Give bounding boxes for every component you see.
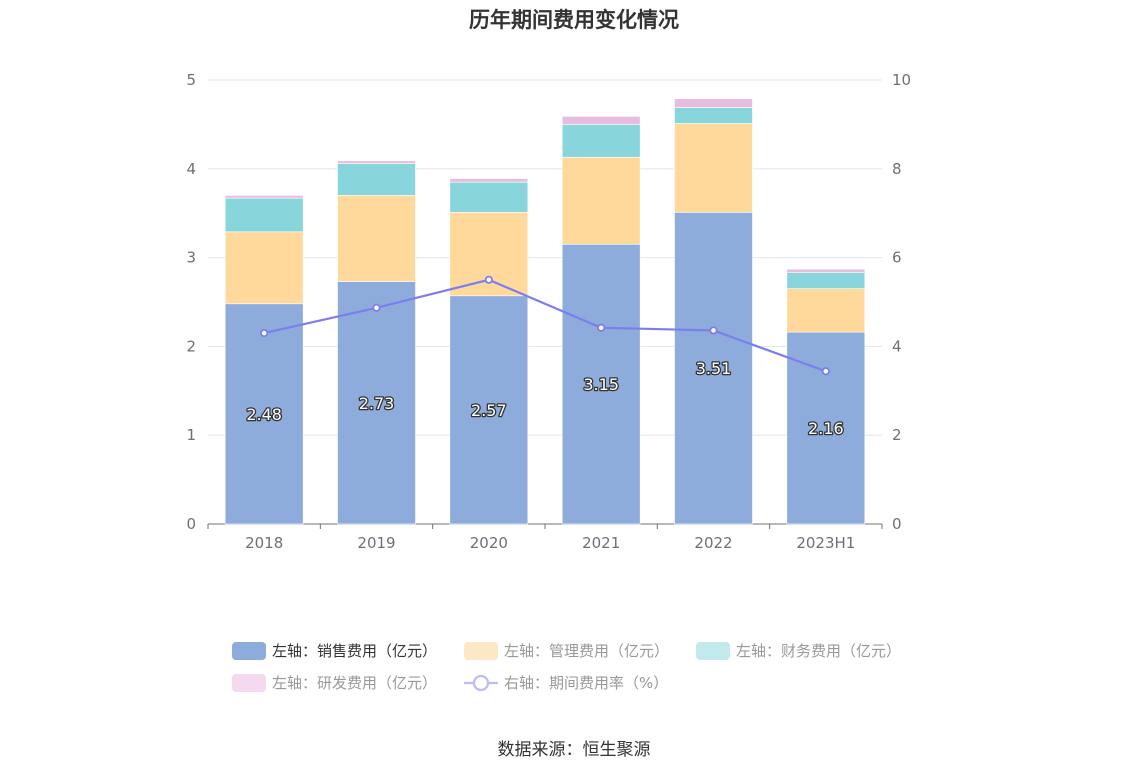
legend-label: 左轴：财务费用（亿元） — [736, 642, 901, 660]
bar-segment-1 — [674, 212, 753, 525]
bar-segment-2 — [674, 123, 753, 213]
legend-label: 右轴：期间费用率（%） — [504, 674, 668, 692]
y-right-tick-label: 10 — [892, 71, 911, 89]
bar-segment-4 — [674, 98, 753, 108]
rate-line — [263, 278, 827, 373]
bar-data-label: 2.73 — [359, 394, 395, 413]
y-left-tick-label: 2 — [186, 337, 196, 355]
source-note: 数据来源：恒生聚源 — [498, 740, 651, 760]
legend-swatch — [232, 642, 266, 660]
chart-title: 历年期间费用变化情况 — [469, 8, 679, 32]
bar-segment-1 — [786, 331, 866, 525]
bar-segment-3 — [224, 197, 304, 233]
y-left-tick-label: 4 — [186, 160, 196, 178]
axis-layer: 0 1 2 3 4 5 0 2 4 6 8 10 2018 2019 2020 2021 2022 2023H1 — [186, 71, 911, 552]
x-tick-label: 2021 — [582, 534, 620, 552]
bar-segment-3 — [337, 163, 416, 196]
rate-point — [821, 367, 830, 376]
bar-segment-3 — [561, 124, 641, 158]
bar-segment-1 — [337, 281, 416, 525]
bar-layer — [224, 98, 866, 525]
bar-segment-3 — [786, 272, 866, 289]
y-right-tick-label: 8 — [892, 160, 902, 178]
bar-segment-4 — [224, 195, 304, 199]
bar-segment-3 — [449, 181, 529, 213]
grid-layer — [208, 79, 882, 436]
bar-segment-4 — [337, 160, 416, 164]
legend-marker — [472, 674, 490, 692]
bar-segment-2 — [786, 288, 866, 333]
rate-point — [597, 323, 606, 332]
y-left-tick-label: 5 — [186, 71, 196, 89]
bar-data-label: 2.48 — [246, 405, 282, 424]
bar-segment-1 — [224, 303, 304, 525]
y-left-tick-label: 3 — [186, 249, 196, 267]
legend: 左轴：销售费用（亿元） 左轴：管理费用（亿元） 左轴：财务费用（亿元） 左轴：研发费用… — [232, 642, 901, 692]
bar-segment-2 — [224, 231, 304, 305]
bar-data-label: 3.15 — [583, 375, 619, 394]
y-left-tick-label: 0 — [186, 515, 196, 533]
legend-swatch — [232, 674, 266, 692]
legend-label: 左轴：研发费用（亿元） — [272, 674, 437, 692]
x-tick-label: 2018 — [245, 534, 283, 552]
bar-data-label: 2.16 — [808, 419, 844, 438]
bar-segment-4 — [561, 116, 641, 125]
bar-segment-4 — [786, 268, 866, 273]
legend-swatch — [464, 642, 498, 660]
y-right-tick-label: 0 — [892, 515, 902, 533]
x-tick-label: 2020 — [470, 534, 508, 552]
legend-label: 左轴：销售费用（亿元） — [272, 642, 437, 660]
bar-data-label: 2.57 — [471, 401, 507, 420]
x-tick-label: 2019 — [357, 534, 395, 552]
line-layer — [260, 275, 830, 376]
x-tick-label: 2022 — [694, 534, 732, 552]
bar-segment-4 — [449, 178, 529, 183]
y-left-tick-label: 1 — [186, 426, 196, 444]
rate-point — [260, 328, 269, 338]
y-right-tick-label: 6 — [892, 249, 902, 267]
bar-data-label: 3.51 — [696, 359, 732, 378]
y-right-tick-label: 4 — [892, 337, 902, 355]
bar-segment-2 — [337, 195, 416, 282]
bar-segment-2 — [561, 156, 641, 245]
y-right-tick-label: 2 — [892, 426, 902, 444]
rate-point — [484, 275, 493, 284]
bar-segment-1 — [561, 243, 641, 525]
rate-point — [709, 326, 718, 335]
x-tick-label: 2023H1 — [796, 534, 855, 552]
legend-swatch — [696, 642, 730, 660]
bar-segment-3 — [674, 107, 753, 124]
bar-segment-1 — [449, 295, 529, 525]
legend-label: 左轴：管理费用（亿元） — [504, 642, 669, 660]
label-layer: 2.48 2.73 2.57 3.15 3.51 2.16 — [245, 358, 845, 440]
rate-point — [372, 303, 381, 312]
